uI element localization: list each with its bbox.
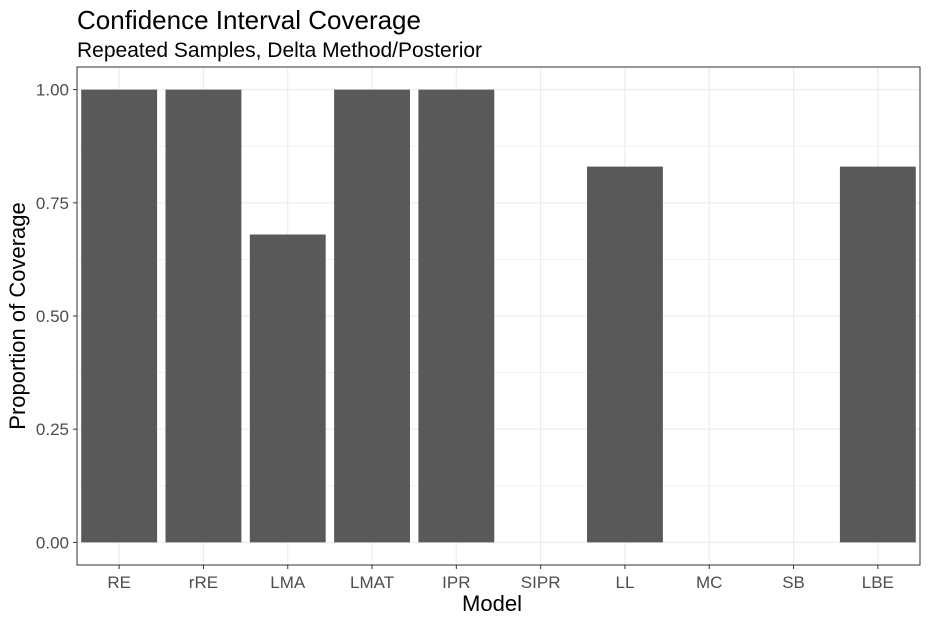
y-tick-label: 0.25 (36, 420, 69, 439)
y-tick-label: 0.50 (36, 307, 69, 326)
x-tick-label: rRE (189, 573, 218, 592)
x-axis-ticks: RE rRE LMA LMAT IPR SIPR LL MC SB LBE (107, 565, 894, 592)
x-tick-label: LL (615, 573, 634, 592)
bar-lmat (334, 89, 410, 543)
y-axis-title: Proportion of Coverage (5, 202, 30, 429)
bars-group (81, 89, 916, 543)
x-tick-label: IPR (442, 573, 470, 592)
y-tick-label: 0.00 (36, 533, 69, 552)
bar-ipr (418, 89, 495, 543)
x-tick-label: RE (107, 573, 131, 592)
bar-ll (587, 166, 663, 543)
x-tick-label: LBE (862, 573, 894, 592)
bar-rre (165, 89, 242, 543)
bar-re (81, 89, 158, 543)
bar-lma (249, 234, 326, 543)
bar-lbe (839, 166, 916, 543)
chart-subtitle: Repeated Samples, Delta Method/Posterior (77, 39, 482, 62)
chart-title: Confidence Interval Coverage (77, 5, 421, 35)
x-tick-label: MC (696, 573, 722, 592)
x-tick-label: SB (782, 573, 805, 592)
y-tick-label: 0.75 (36, 194, 69, 213)
y-tick-label: 1.00 (36, 81, 69, 100)
x-tick-label: LMA (270, 573, 306, 592)
x-tick-label: SIPR (521, 573, 561, 592)
y-axis-ticks: 0.00 0.25 0.50 0.75 1.00 (36, 81, 77, 552)
x-tick-label: LMAT (350, 573, 394, 592)
x-axis-title: Model (462, 591, 522, 616)
